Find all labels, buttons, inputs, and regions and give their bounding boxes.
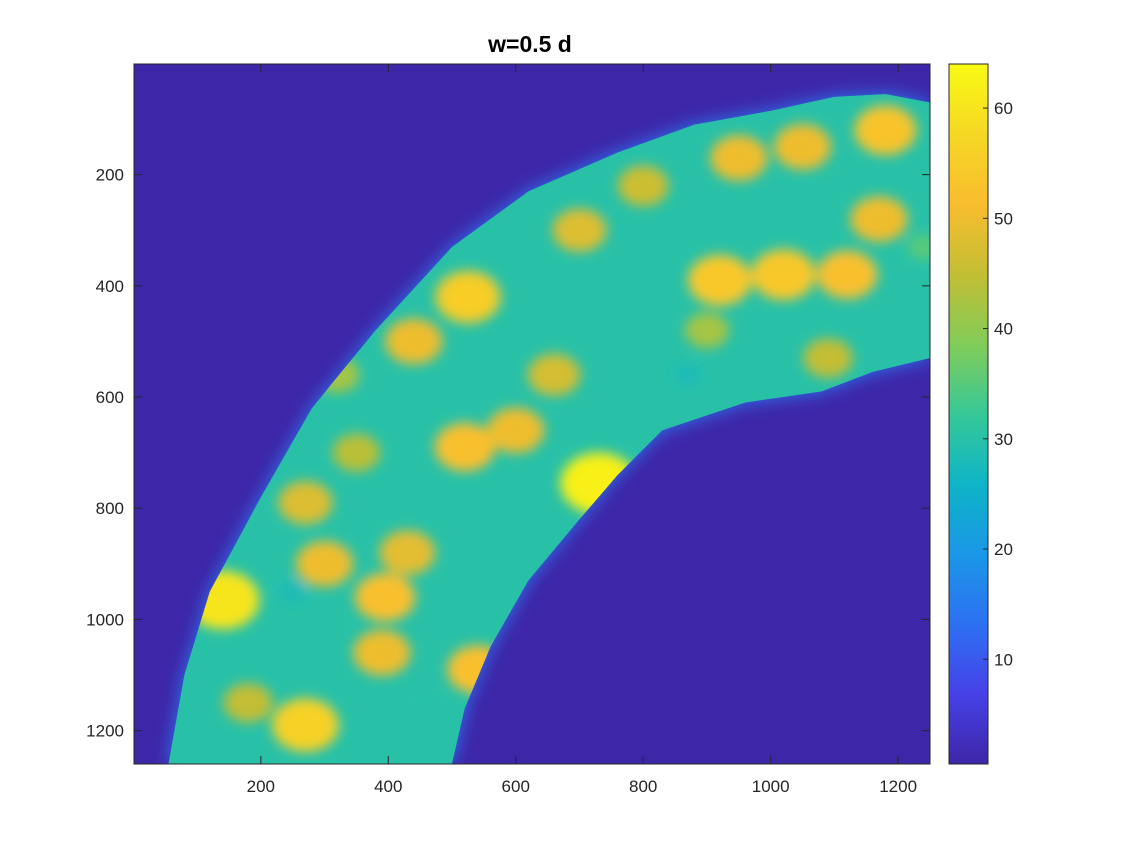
hotspot — [278, 481, 333, 525]
hotspot — [354, 573, 416, 622]
x-tick-label: 1000 — [752, 777, 790, 796]
hotspot — [487, 407, 545, 454]
colorbar-tick-label: 60 — [994, 99, 1013, 118]
hotspot — [803, 338, 853, 378]
hotspot — [223, 683, 273, 723]
hotspot — [684, 312, 730, 349]
x-tick-label: 200 — [247, 777, 275, 796]
chart-title: w=0.5 d — [487, 31, 572, 57]
y-tick-label: 600 — [96, 388, 124, 407]
hotspot — [907, 233, 930, 261]
colorbar-axis: 10 20 30 40 50 60 — [983, 99, 1013, 669]
hotspot — [687, 254, 752, 306]
hotspot — [854, 105, 917, 156]
colorbar — [948, 63, 989, 765]
hotspot — [379, 530, 436, 575]
colorbar-tick-label: 10 — [994, 650, 1013, 669]
hotspot — [710, 135, 768, 181]
hotspot — [414, 692, 439, 713]
hotspot — [385, 318, 443, 365]
hotspot — [552, 208, 607, 252]
hotspot — [434, 422, 496, 472]
x-tick-label: 600 — [502, 777, 530, 796]
colorbar-tick-label: 20 — [994, 540, 1013, 559]
y-tick-label: 200 — [96, 166, 124, 185]
hotspot — [773, 123, 832, 170]
hotspot — [353, 629, 411, 676]
hotspot — [673, 363, 702, 387]
x-axis: 200 400 600 800 1000 1200 — [247, 64, 917, 796]
hotspot — [271, 698, 339, 752]
hotspot — [816, 250, 878, 299]
hotspot — [295, 540, 354, 587]
colorbar-tick-label: 50 — [994, 209, 1013, 228]
y-tick-label: 1200 — [86, 722, 124, 741]
hotspot — [278, 580, 307, 603]
y-tick-label: 800 — [96, 499, 124, 518]
hotspot — [617, 165, 669, 207]
hotspot — [751, 249, 816, 301]
hotspot — [527, 353, 581, 396]
x-tick-label: 1200 — [879, 777, 917, 796]
hotspot — [850, 196, 908, 243]
x-tick-label: 400 — [374, 777, 402, 796]
colorbar-tick-label: 40 — [994, 320, 1013, 339]
hotspot — [435, 270, 501, 324]
y-tick-label: 400 — [96, 277, 124, 296]
colorbar-tick-label: 30 — [994, 430, 1013, 449]
hotspot — [332, 433, 381, 472]
x-tick-label: 800 — [629, 777, 657, 796]
y-tick-label: 1000 — [86, 610, 124, 629]
plot-frame — [133, 63, 931, 765]
y-axis: 200 400 600 800 1000 1200 — [86, 166, 930, 741]
